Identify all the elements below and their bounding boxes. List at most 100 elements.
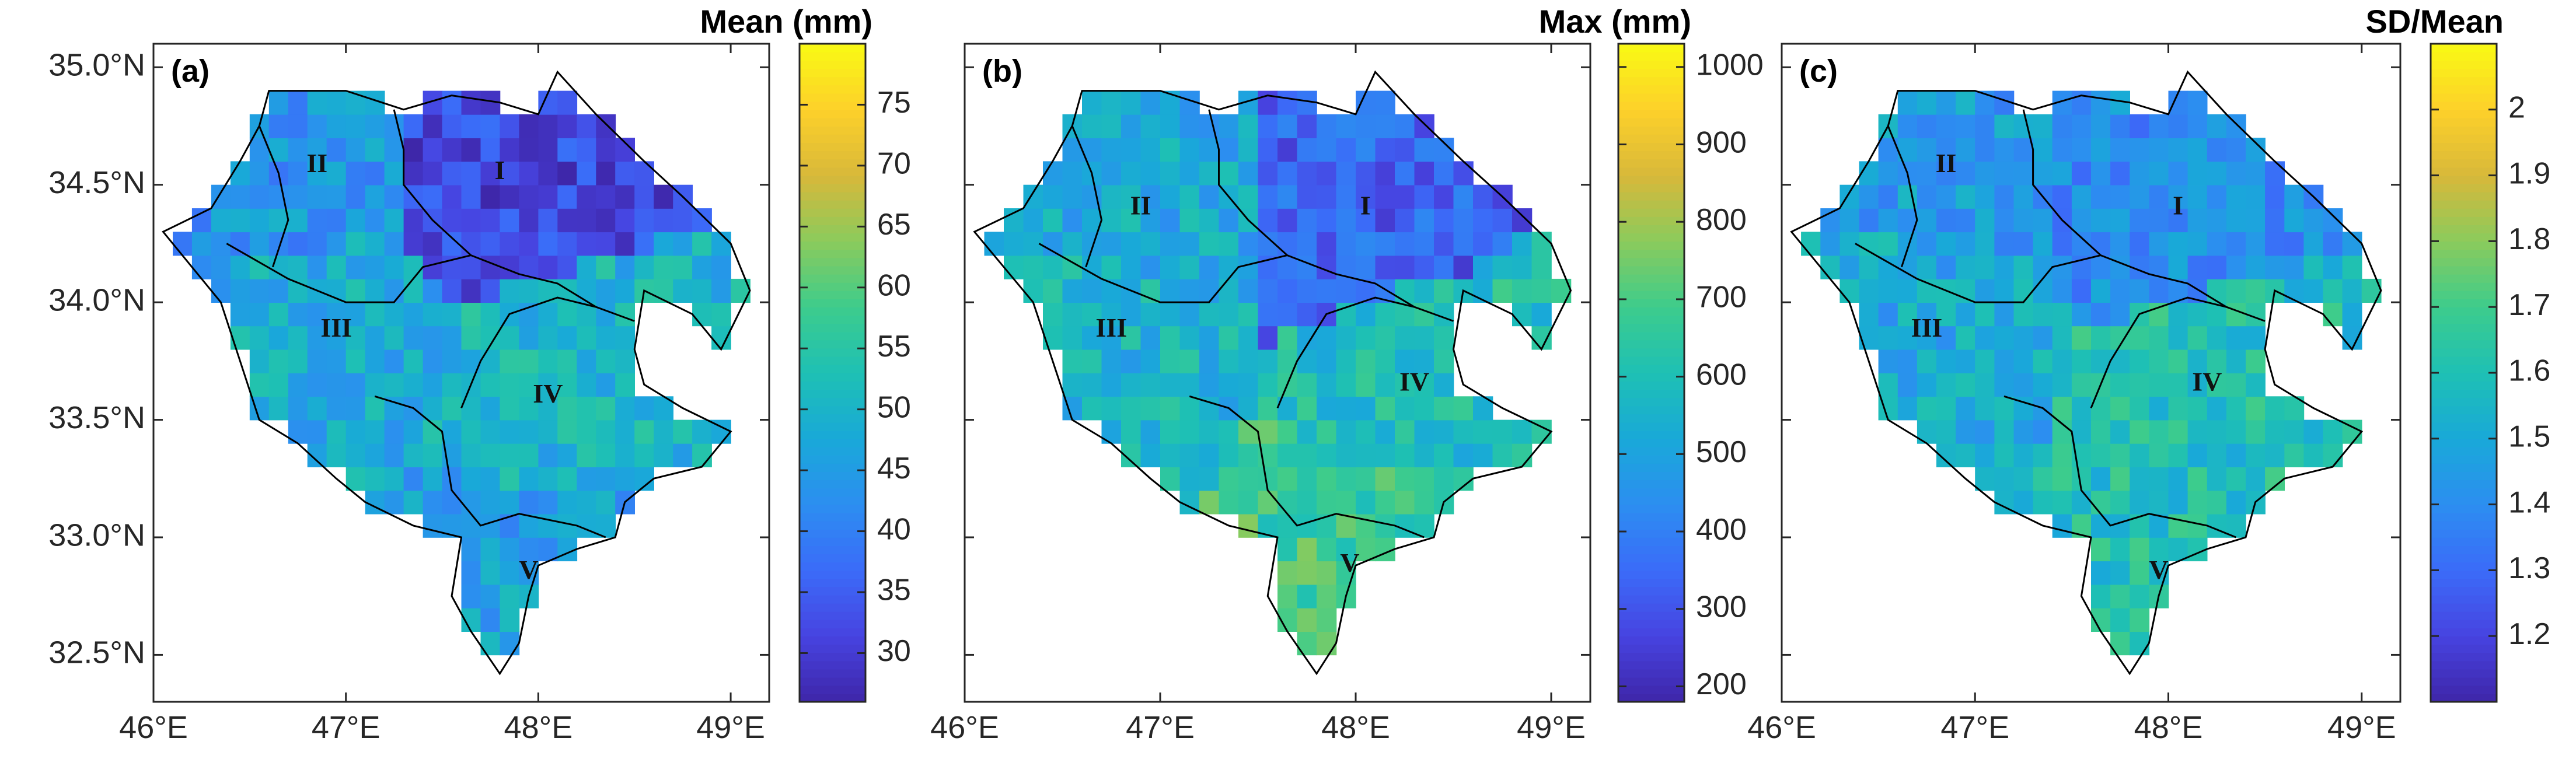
grid-cell [538,138,559,162]
grid-cell [1219,232,1239,256]
colorbar-title: Mean (mm) [700,3,872,40]
colorbar-segment [2431,438,2497,447]
grid-cell [1512,302,1533,327]
grid-cell [403,302,424,327]
grid-cell [1434,349,1454,373]
grid-cell [2187,443,2208,467]
grid-cell [423,232,443,256]
grid-cell [500,114,520,138]
grid-cell [2187,373,2208,397]
grid-cell [442,326,462,350]
grid-cell [1356,419,1376,444]
y-tick-label: 33.0°N [48,517,145,552]
grid-cell [1512,443,1533,467]
grid-cell [2207,349,2227,373]
colorbar-segment [2431,545,2497,554]
grid-cell [1317,373,1337,397]
grid-cell [365,184,385,209]
grid-cell [1062,208,1083,233]
grid-cell [1199,184,1220,209]
grid-cell [2226,302,2246,327]
grid-cell [1839,184,1860,209]
grid-cell [1434,184,1454,209]
grid-cell [1258,326,1278,350]
grid-cell [1356,537,1376,562]
grid-cell [1219,161,1239,186]
grid-cell [2303,255,2324,279]
grid-cell [1336,326,1356,350]
grid-cell [2052,161,2072,186]
grid-cell [577,278,597,303]
grid-cell [2226,467,2246,491]
grid-cell [1956,373,1975,397]
grid-cell [268,326,289,350]
grid-cell [1994,302,2015,327]
grid-cell [1356,443,1376,467]
grid-cell [615,326,635,350]
grid-cell [2091,138,2111,162]
colorbar-tick-label: 40 [877,512,911,546]
grid-cell [2130,349,2150,373]
colorbar-segment [1618,134,1684,143]
grid-cell [461,561,481,585]
grid-cell [1219,349,1239,373]
grid-cell [1317,232,1337,256]
grid-cell [1917,114,1937,138]
grid-cell [2284,278,2305,303]
colorbar-segment [2431,496,2497,505]
grid-cell [1277,114,1298,138]
grid-cell [1975,161,1995,186]
grid-cell [1859,302,1879,327]
grid-cell [1917,90,1937,115]
colorbar-frame [1617,43,1685,703]
colorbar-segment [800,463,865,472]
grid-cell [1453,161,1474,186]
grid-cell [2168,232,2188,256]
grid-cell [423,255,443,279]
grid-cell [1101,302,1122,327]
grid-cell [2303,208,2324,233]
colorbar-segment [1618,446,1684,456]
grid-cell [1297,537,1317,562]
grid-cell [2226,326,2246,350]
grid-cell [1414,373,1434,397]
grid-cell [2226,184,2246,209]
grid-cell [1395,443,1415,467]
grid-cell [1238,302,1259,327]
grid-cell [442,490,462,515]
colorbar-segment [1618,669,1684,678]
grid-cell [1238,396,1259,421]
colorbar-segment [1618,496,1684,505]
grid-cell [442,396,462,421]
grid-cell [2149,232,2169,256]
grid-cell [1101,349,1122,373]
grid-cell [1956,208,1975,233]
grid-cell [442,349,462,373]
colorbar-tick-label: 35 [877,573,911,607]
grid-cell [1199,114,1220,138]
grid-cell [1878,302,1898,327]
grid-cell [1975,208,1995,233]
y-tick-label: 32.5°N [48,635,145,670]
grid-cell [2091,90,2111,115]
colorbar-segment [1618,183,1684,193]
colorbar-segment [2431,422,2497,431]
grid-cell [403,490,424,515]
grid-cell [1375,490,1395,515]
colorbar-segment [800,68,865,78]
grid-cell [345,419,366,444]
grid-cell [596,326,616,350]
grid-cell [461,349,481,373]
grid-cell [1336,278,1356,303]
grid-cell [1179,302,1200,327]
colorbar-segment [2431,142,2497,152]
colorbar-segment [2431,480,2497,489]
grid-cell [2168,443,2188,467]
grid-cell [1219,373,1239,397]
grid-cell [249,184,270,209]
colorbar-segment [800,331,865,341]
grid-cell [2187,302,2208,327]
grid-cell [500,326,520,350]
